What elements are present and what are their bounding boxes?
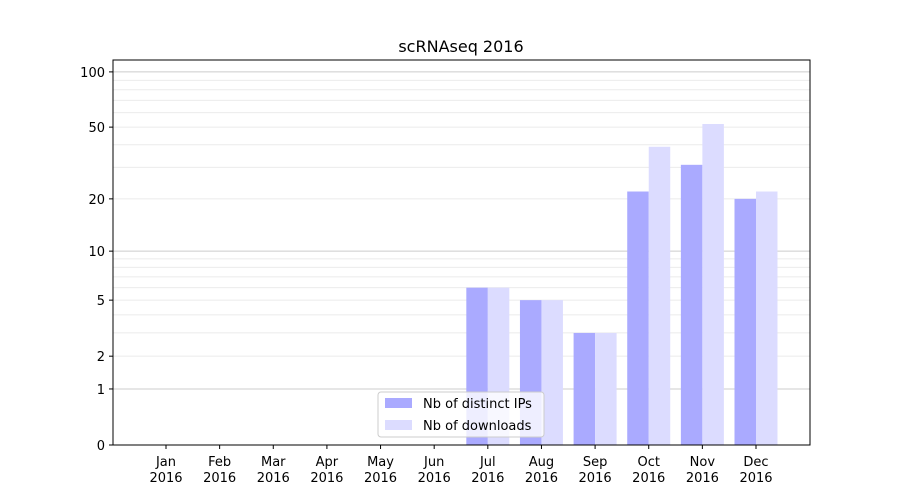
x-tick-label: May bbox=[367, 455, 394, 470]
y-tick-label: 100 bbox=[80, 66, 105, 81]
x-tick-label: 2016 bbox=[364, 471, 397, 486]
x-tick-label: 2016 bbox=[149, 471, 182, 486]
legend: Nb of distinct IPs Nb of downloads bbox=[377, 391, 545, 438]
x-tick-label: 2016 bbox=[471, 471, 504, 486]
bar-distinct-ips bbox=[734, 198, 756, 445]
x-tick-label: 2016 bbox=[686, 471, 719, 486]
x-tick-label: Nov bbox=[690, 455, 716, 470]
x-tick-label: Oct bbox=[637, 455, 659, 470]
bar-distinct-ips bbox=[573, 332, 596, 445]
x-tick-label: Jul bbox=[479, 455, 496, 470]
bar-downloads bbox=[702, 124, 724, 445]
x-tick-label: Apr bbox=[316, 455, 339, 470]
x-tick-label: Jan bbox=[155, 455, 176, 470]
x-tick-label: 2016 bbox=[257, 471, 290, 486]
bar-downloads bbox=[541, 300, 563, 445]
bar-distinct-ips bbox=[680, 164, 703, 445]
legend-label-ips: Nb of distinct IPs bbox=[423, 397, 532, 412]
y-tick-label: 10 bbox=[88, 245, 105, 260]
x-tick-label: Mar bbox=[261, 455, 286, 470]
x-tick-label: 2016 bbox=[739, 471, 772, 486]
y-tick-label: 50 bbox=[88, 121, 105, 136]
axes-frame bbox=[112, 59, 811, 446]
legend-label-downloads: Nb of downloads bbox=[423, 419, 532, 434]
x-tick-label: Feb bbox=[208, 455, 231, 470]
x-tick-label: Jun bbox=[423, 455, 444, 470]
y-tick-label: 20 bbox=[88, 193, 105, 208]
bar-downloads bbox=[756, 191, 778, 445]
x-axis: Jan2016Feb2016Mar2016Apr2016May2016Jun20… bbox=[149, 445, 773, 486]
y-axis: 0 1 2 5 10 20 50 100 bbox=[80, 66, 113, 454]
chart-title: scRNAseq 2016 bbox=[398, 37, 523, 56]
x-tick-label: 2016 bbox=[525, 471, 558, 486]
legend-box bbox=[377, 391, 545, 438]
x-tick-label: Sep bbox=[583, 455, 608, 470]
bar-distinct-ips bbox=[627, 191, 649, 445]
y-tick-label: 1 bbox=[97, 383, 105, 398]
bar-downloads bbox=[648, 146, 671, 446]
y-tick-label: 0 bbox=[97, 439, 105, 454]
legend-swatch-ips bbox=[385, 398, 412, 408]
x-tick-label: 2016 bbox=[632, 471, 665, 486]
bar-downloads bbox=[595, 332, 617, 445]
x-tick-label: 2016 bbox=[418, 471, 451, 486]
x-tick-label: Aug bbox=[529, 455, 554, 470]
y-tick-label: 2 bbox=[97, 350, 105, 365]
legend-swatch-downloads bbox=[385, 420, 412, 430]
x-tick-label: Dec bbox=[743, 455, 768, 470]
x-tick-label: 2016 bbox=[310, 471, 343, 486]
x-tick-label: 2016 bbox=[579, 471, 612, 486]
y-tick-label: 5 bbox=[97, 294, 105, 309]
x-tick-label: 2016 bbox=[203, 471, 236, 486]
